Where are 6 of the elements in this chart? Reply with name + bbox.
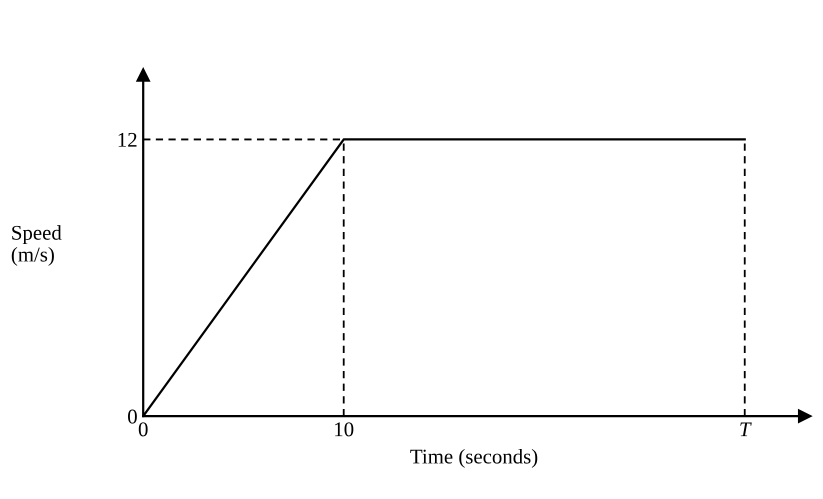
y-axis-title: Speed (m/s) — [12, 225, 62, 266]
x-tick-label: 0 — [138, 422, 148, 436]
x-tick-label: 10 — [335, 422, 354, 436]
x-tick-label: T — [740, 422, 752, 436]
x-axis-title: Time (seconds) — [410, 448, 538, 468]
y-tick-label: 12 — [118, 132, 136, 147]
